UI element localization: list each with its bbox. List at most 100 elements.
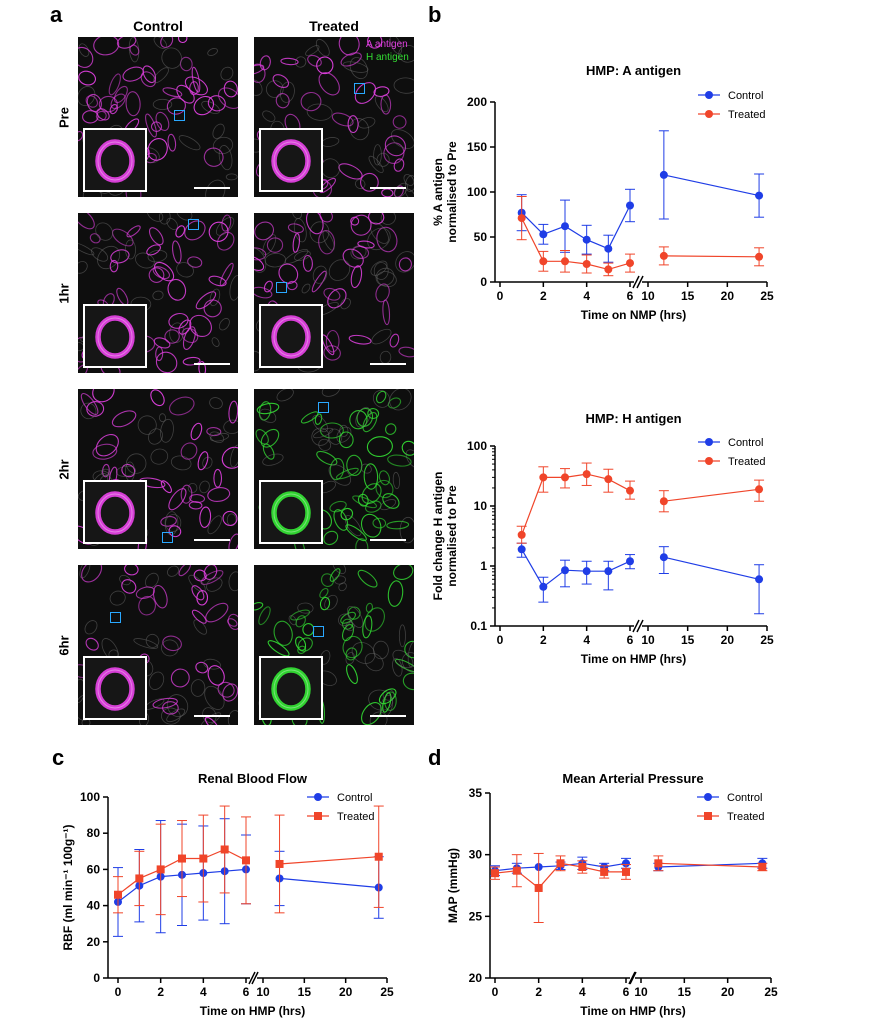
tubule-outline bbox=[363, 463, 379, 490]
tubule-outline bbox=[223, 419, 238, 434]
tubule-outline bbox=[207, 48, 218, 56]
tubule-outline bbox=[146, 244, 161, 256]
data-point bbox=[659, 497, 668, 506]
legend-marker bbox=[705, 438, 713, 446]
tubule-outline bbox=[328, 259, 351, 281]
tubule-outline bbox=[217, 87, 238, 110]
tubule-outline bbox=[286, 280, 298, 291]
tubule-outline bbox=[393, 158, 405, 172]
tubule-outline bbox=[153, 37, 167, 49]
tubule-outline bbox=[213, 468, 223, 488]
micrograph-1hr-control bbox=[78, 213, 238, 373]
antigen-ring-highlight bbox=[97, 141, 133, 181]
inset-zoom bbox=[83, 480, 147, 544]
tubule-outline bbox=[202, 707, 217, 723]
scale-bar bbox=[370, 187, 406, 189]
data-point bbox=[135, 874, 144, 883]
tubule-outline bbox=[205, 602, 229, 623]
tubule-outline bbox=[196, 590, 209, 606]
tubule-outline bbox=[378, 470, 390, 486]
axis-break-mark bbox=[632, 275, 640, 289]
tubule-outline bbox=[389, 389, 412, 411]
axis-break-mark bbox=[248, 971, 256, 985]
column-header-control: Control bbox=[133, 18, 183, 34]
tubule-outline bbox=[109, 590, 126, 606]
tubule-outline bbox=[145, 113, 157, 138]
tubule-outline bbox=[181, 327, 199, 344]
column-header-treated: Treated bbox=[309, 18, 359, 34]
tubule-outline bbox=[262, 453, 284, 466]
series-treated bbox=[516, 462, 765, 544]
tubule-outline bbox=[121, 579, 137, 594]
tubule-outline bbox=[221, 446, 238, 469]
x-tick-label: 2 bbox=[157, 985, 164, 999]
tubule-outline bbox=[354, 82, 377, 104]
y-tick-label: 20 bbox=[87, 935, 101, 949]
data-point bbox=[622, 859, 630, 868]
tubule-outline bbox=[152, 697, 178, 709]
tubule-outline bbox=[318, 71, 340, 96]
x-tick-label: 25 bbox=[764, 985, 778, 999]
tubule-outline bbox=[135, 252, 155, 269]
tubule-outline bbox=[347, 115, 359, 134]
tubule-outline bbox=[401, 440, 414, 456]
tubule-outline bbox=[267, 640, 290, 657]
tubule-outline bbox=[254, 64, 265, 75]
tubule-outline bbox=[126, 225, 141, 238]
tubule-outline bbox=[314, 413, 323, 425]
tubule-outline bbox=[78, 213, 95, 230]
tubule-outline bbox=[362, 615, 373, 639]
region-of-interest-box bbox=[318, 402, 329, 413]
tubule-outline bbox=[180, 484, 193, 504]
tubule-outline bbox=[207, 665, 225, 686]
tubule-outline bbox=[373, 262, 389, 280]
antigen-ring bbox=[95, 315, 135, 359]
data-point bbox=[755, 575, 764, 584]
tubule-outline bbox=[254, 221, 275, 241]
row-label-1hr: 1hr bbox=[56, 283, 72, 304]
tubule-outline bbox=[385, 423, 397, 435]
tubule-outline bbox=[78, 261, 88, 274]
tubule-outline bbox=[209, 288, 221, 307]
tubule-outline bbox=[115, 465, 137, 477]
region-of-interest-box bbox=[162, 532, 173, 543]
tubule-outline bbox=[262, 234, 277, 256]
tubule-outline bbox=[228, 400, 238, 424]
tubule-outline bbox=[346, 664, 358, 685]
tubule-outline bbox=[361, 483, 382, 505]
inset-ring-drawing bbox=[95, 315, 135, 359]
tubule-outline bbox=[216, 231, 235, 251]
tubule-outline bbox=[325, 329, 340, 353]
tubule-outline bbox=[347, 605, 364, 629]
tubule-outline bbox=[199, 506, 212, 528]
tubule-outline bbox=[204, 685, 225, 710]
tubule-outline bbox=[266, 237, 284, 253]
y-tick-label: 25 bbox=[469, 909, 483, 923]
tubule-outline bbox=[292, 233, 301, 253]
data-point bbox=[626, 486, 634, 495]
x-tick-label: 10 bbox=[634, 985, 648, 999]
tubule-outline bbox=[336, 426, 352, 443]
tubule-outline bbox=[207, 95, 226, 112]
y-tick-label: 60 bbox=[87, 862, 101, 876]
tubule-outline bbox=[375, 283, 390, 303]
tubule-outline bbox=[365, 602, 374, 613]
tubule-outline bbox=[333, 509, 349, 531]
tubule-outline bbox=[300, 91, 322, 112]
tubule-outline bbox=[349, 118, 370, 141]
region-of-interest-box bbox=[354, 83, 365, 94]
tubule-outline bbox=[319, 596, 331, 611]
tubule-outline bbox=[340, 52, 362, 67]
tubule-outline bbox=[260, 428, 280, 448]
tubule-outline bbox=[403, 174, 414, 186]
tubule-outline bbox=[392, 115, 407, 129]
y-axis-label: normalised to Pre bbox=[445, 141, 459, 243]
x-tick-label: 2 bbox=[540, 633, 547, 647]
series-line bbox=[663, 255, 760, 258]
data-point bbox=[517, 530, 526, 539]
x-tick-label: 15 bbox=[681, 633, 695, 647]
tubule-outline bbox=[275, 93, 290, 109]
tubule-outline bbox=[355, 406, 371, 428]
tubule-outline bbox=[367, 37, 383, 49]
tubule-outline bbox=[381, 188, 394, 197]
